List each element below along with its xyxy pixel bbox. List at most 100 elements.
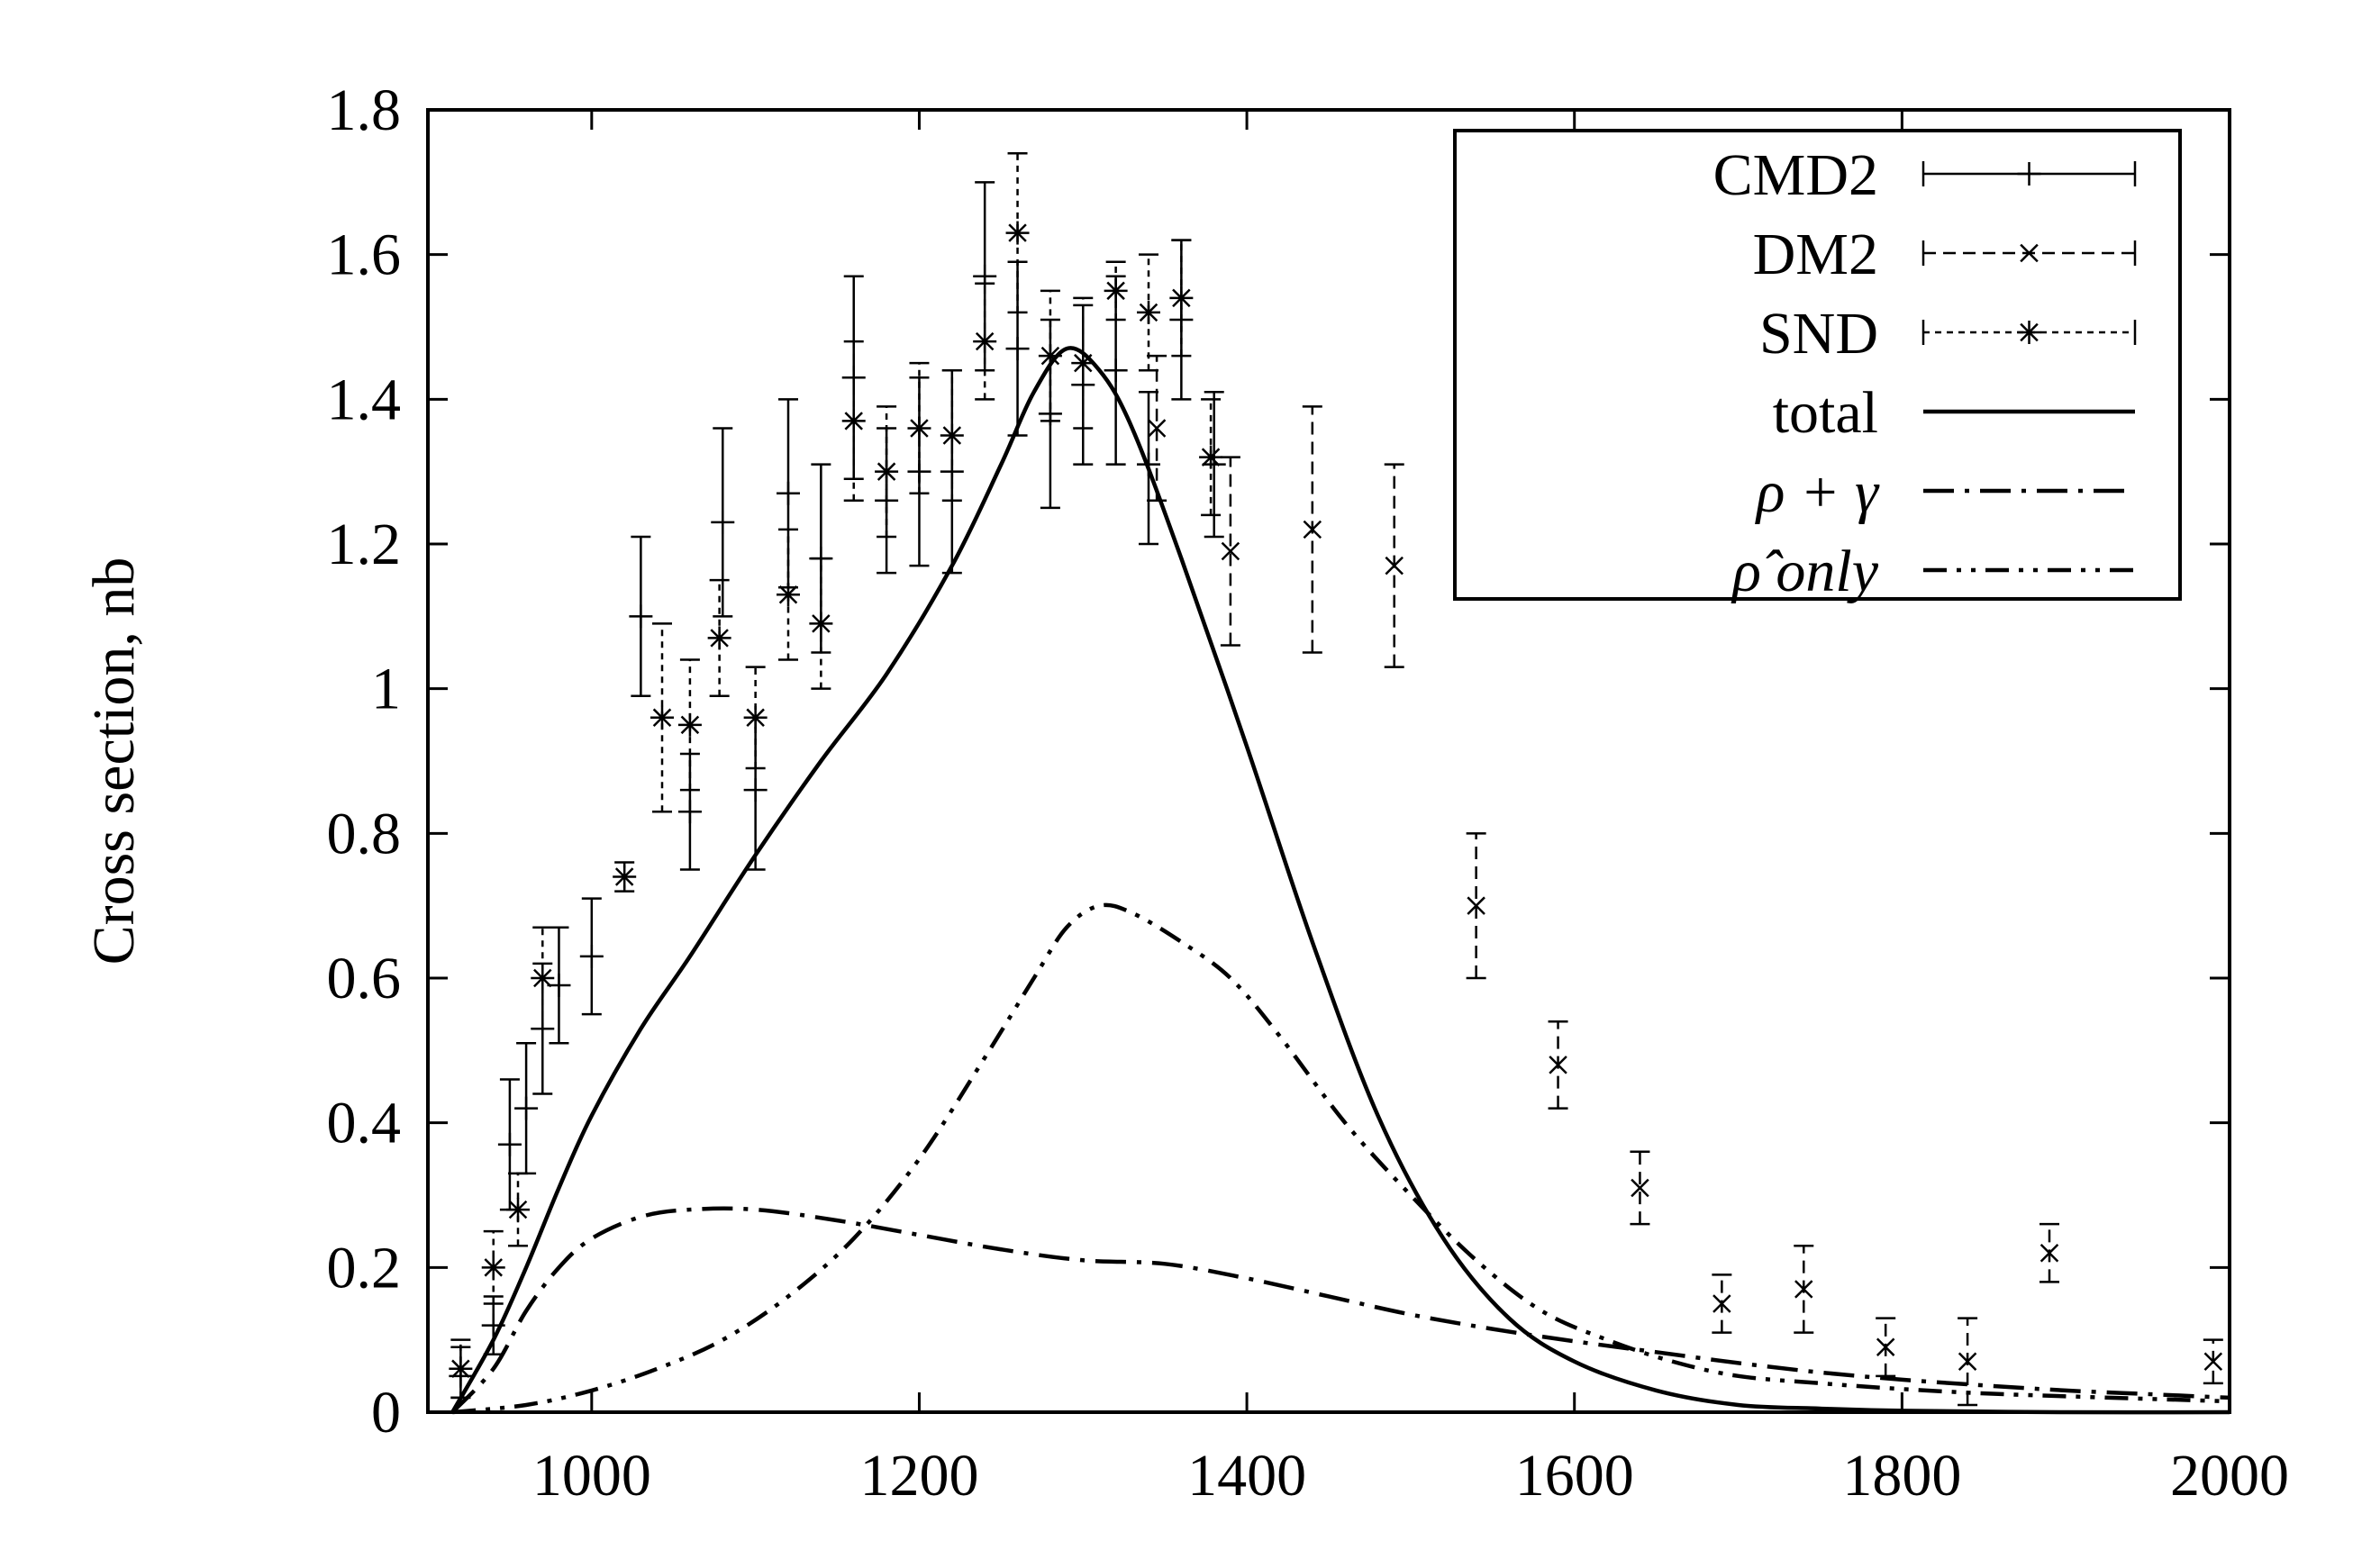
data-point — [1147, 354, 1167, 503]
marker-stroke — [812, 614, 831, 633]
marker-stroke — [1139, 303, 1158, 322]
marker-stroke — [1712, 1294, 1731, 1313]
data-point — [506, 1172, 530, 1247]
data-point — [1169, 239, 1194, 358]
data-point — [481, 1295, 505, 1355]
marker-stroke — [451, 1359, 470, 1379]
legend-entry: ρ̂ only — [1731, 539, 2135, 604]
marker-stroke — [1040, 346, 1060, 366]
x-tick-label: 1200 — [859, 1443, 978, 1509]
data-point — [677, 658, 702, 792]
marker-stroke — [1876, 1337, 1895, 1356]
series-line-ρ + γ — [450, 1206, 2230, 1414]
data-point — [2039, 1222, 2059, 1283]
data-point — [481, 1229, 505, 1305]
marker-stroke — [844, 412, 863, 431]
data-point — [1137, 391, 1160, 546]
data-point — [1384, 463, 1404, 668]
y-tick-label: 1.8 — [327, 77, 402, 143]
marker-stroke — [1221, 541, 1240, 561]
data-point — [743, 666, 768, 770]
legend-entry: CMD2 — [1713, 142, 2137, 208]
y-tick-label: 0.8 — [327, 801, 402, 866]
marker-stroke — [2039, 1244, 2059, 1263]
data-point — [1302, 405, 1322, 654]
data-point — [1005, 151, 1030, 314]
data-point — [1712, 1273, 1732, 1334]
marker-stroke — [2020, 322, 2039, 342]
data-point — [1137, 253, 1160, 372]
marker-stroke — [1549, 1056, 1567, 1074]
data-point — [1794, 1244, 1814, 1334]
x-tick-label: 2000 — [2170, 1443, 2289, 1509]
marker-stroke — [1467, 896, 1485, 915]
data-point — [449, 1338, 473, 1400]
data-point — [1038, 289, 1062, 422]
marker-stroke — [710, 629, 729, 648]
data-point — [514, 1042, 539, 1175]
data-point — [497, 1078, 522, 1211]
marker-stroke — [652, 708, 672, 728]
series-DM2 — [1147, 354, 2223, 1407]
y-axis-title: Cross section, nb — [81, 557, 147, 965]
data-point — [2203, 1338, 2223, 1385]
y-tick-label: 0.6 — [327, 946, 402, 1011]
data-point — [707, 578, 731, 697]
marker-stroke — [680, 715, 700, 735]
data-point — [1466, 832, 1486, 980]
marker-stroke — [1385, 556, 1404, 576]
data-point — [629, 535, 653, 697]
data-point — [711, 427, 735, 618]
legend-label: SND — [1759, 301, 1878, 367]
plot-frame — [426, 108, 2231, 1414]
marker-stroke — [746, 708, 765, 728]
series-line-total — [450, 346, 2230, 1415]
marker-stroke — [508, 1200, 528, 1219]
marker-stroke — [2203, 1352, 2223, 1372]
legend-entry: ρ + γ — [1755, 459, 2135, 525]
data-point — [907, 361, 931, 495]
data-point — [841, 340, 866, 503]
data-point — [1199, 398, 1223, 517]
marker-stroke — [1074, 353, 1093, 373]
data-point — [1548, 1020, 1568, 1110]
marker-stroke — [2020, 243, 2039, 263]
marker-stroke — [484, 1258, 503, 1277]
data-point — [1958, 1317, 1978, 1407]
legend-label: ρ + γ — [1755, 459, 1880, 525]
marker-stroke — [1172, 288, 1191, 308]
legend-entry: total — [1773, 380, 2135, 446]
y-tick-label: 1.2 — [327, 512, 402, 577]
marker-stroke — [1147, 419, 1167, 438]
data-point — [1071, 296, 1095, 430]
y-tick-label: 1.6 — [327, 222, 402, 288]
y-tick-label: 0 — [371, 1380, 401, 1446]
marker-stroke — [1106, 281, 1125, 301]
legend-entry: SND — [1759, 301, 2137, 367]
data-point — [650, 622, 674, 813]
data-point — [1630, 1150, 1650, 1226]
marker-stroke — [1201, 448, 1221, 467]
data-point — [940, 368, 964, 503]
model-curves — [450, 346, 2230, 1415]
x-tick-label: 1000 — [532, 1443, 651, 1509]
y-tick-label: 0.4 — [327, 1091, 402, 1156]
y-tick-label: 0.2 — [327, 1235, 402, 1301]
data-point — [777, 398, 800, 589]
marker-stroke — [1958, 1352, 1977, 1372]
data-point — [777, 528, 800, 661]
marker-stroke — [877, 462, 896, 481]
data-point — [875, 405, 899, 539]
legend: CMD2 DM2 SND total ρ + γ ρ̂ only — [1453, 129, 2182, 604]
marker-stroke — [942, 426, 962, 445]
data-point — [677, 752, 702, 871]
data-point — [531, 926, 555, 1030]
legend-entry: DM2 — [1753, 222, 2137, 287]
series-SND — [449, 151, 1223, 1400]
data-point — [973, 282, 997, 401]
marker-stroke — [1303, 520, 1322, 539]
legend-label: total — [1773, 380, 1878, 446]
legend-label: CMD2 — [1713, 142, 1878, 208]
marker-stroke — [1794, 1280, 1813, 1299]
